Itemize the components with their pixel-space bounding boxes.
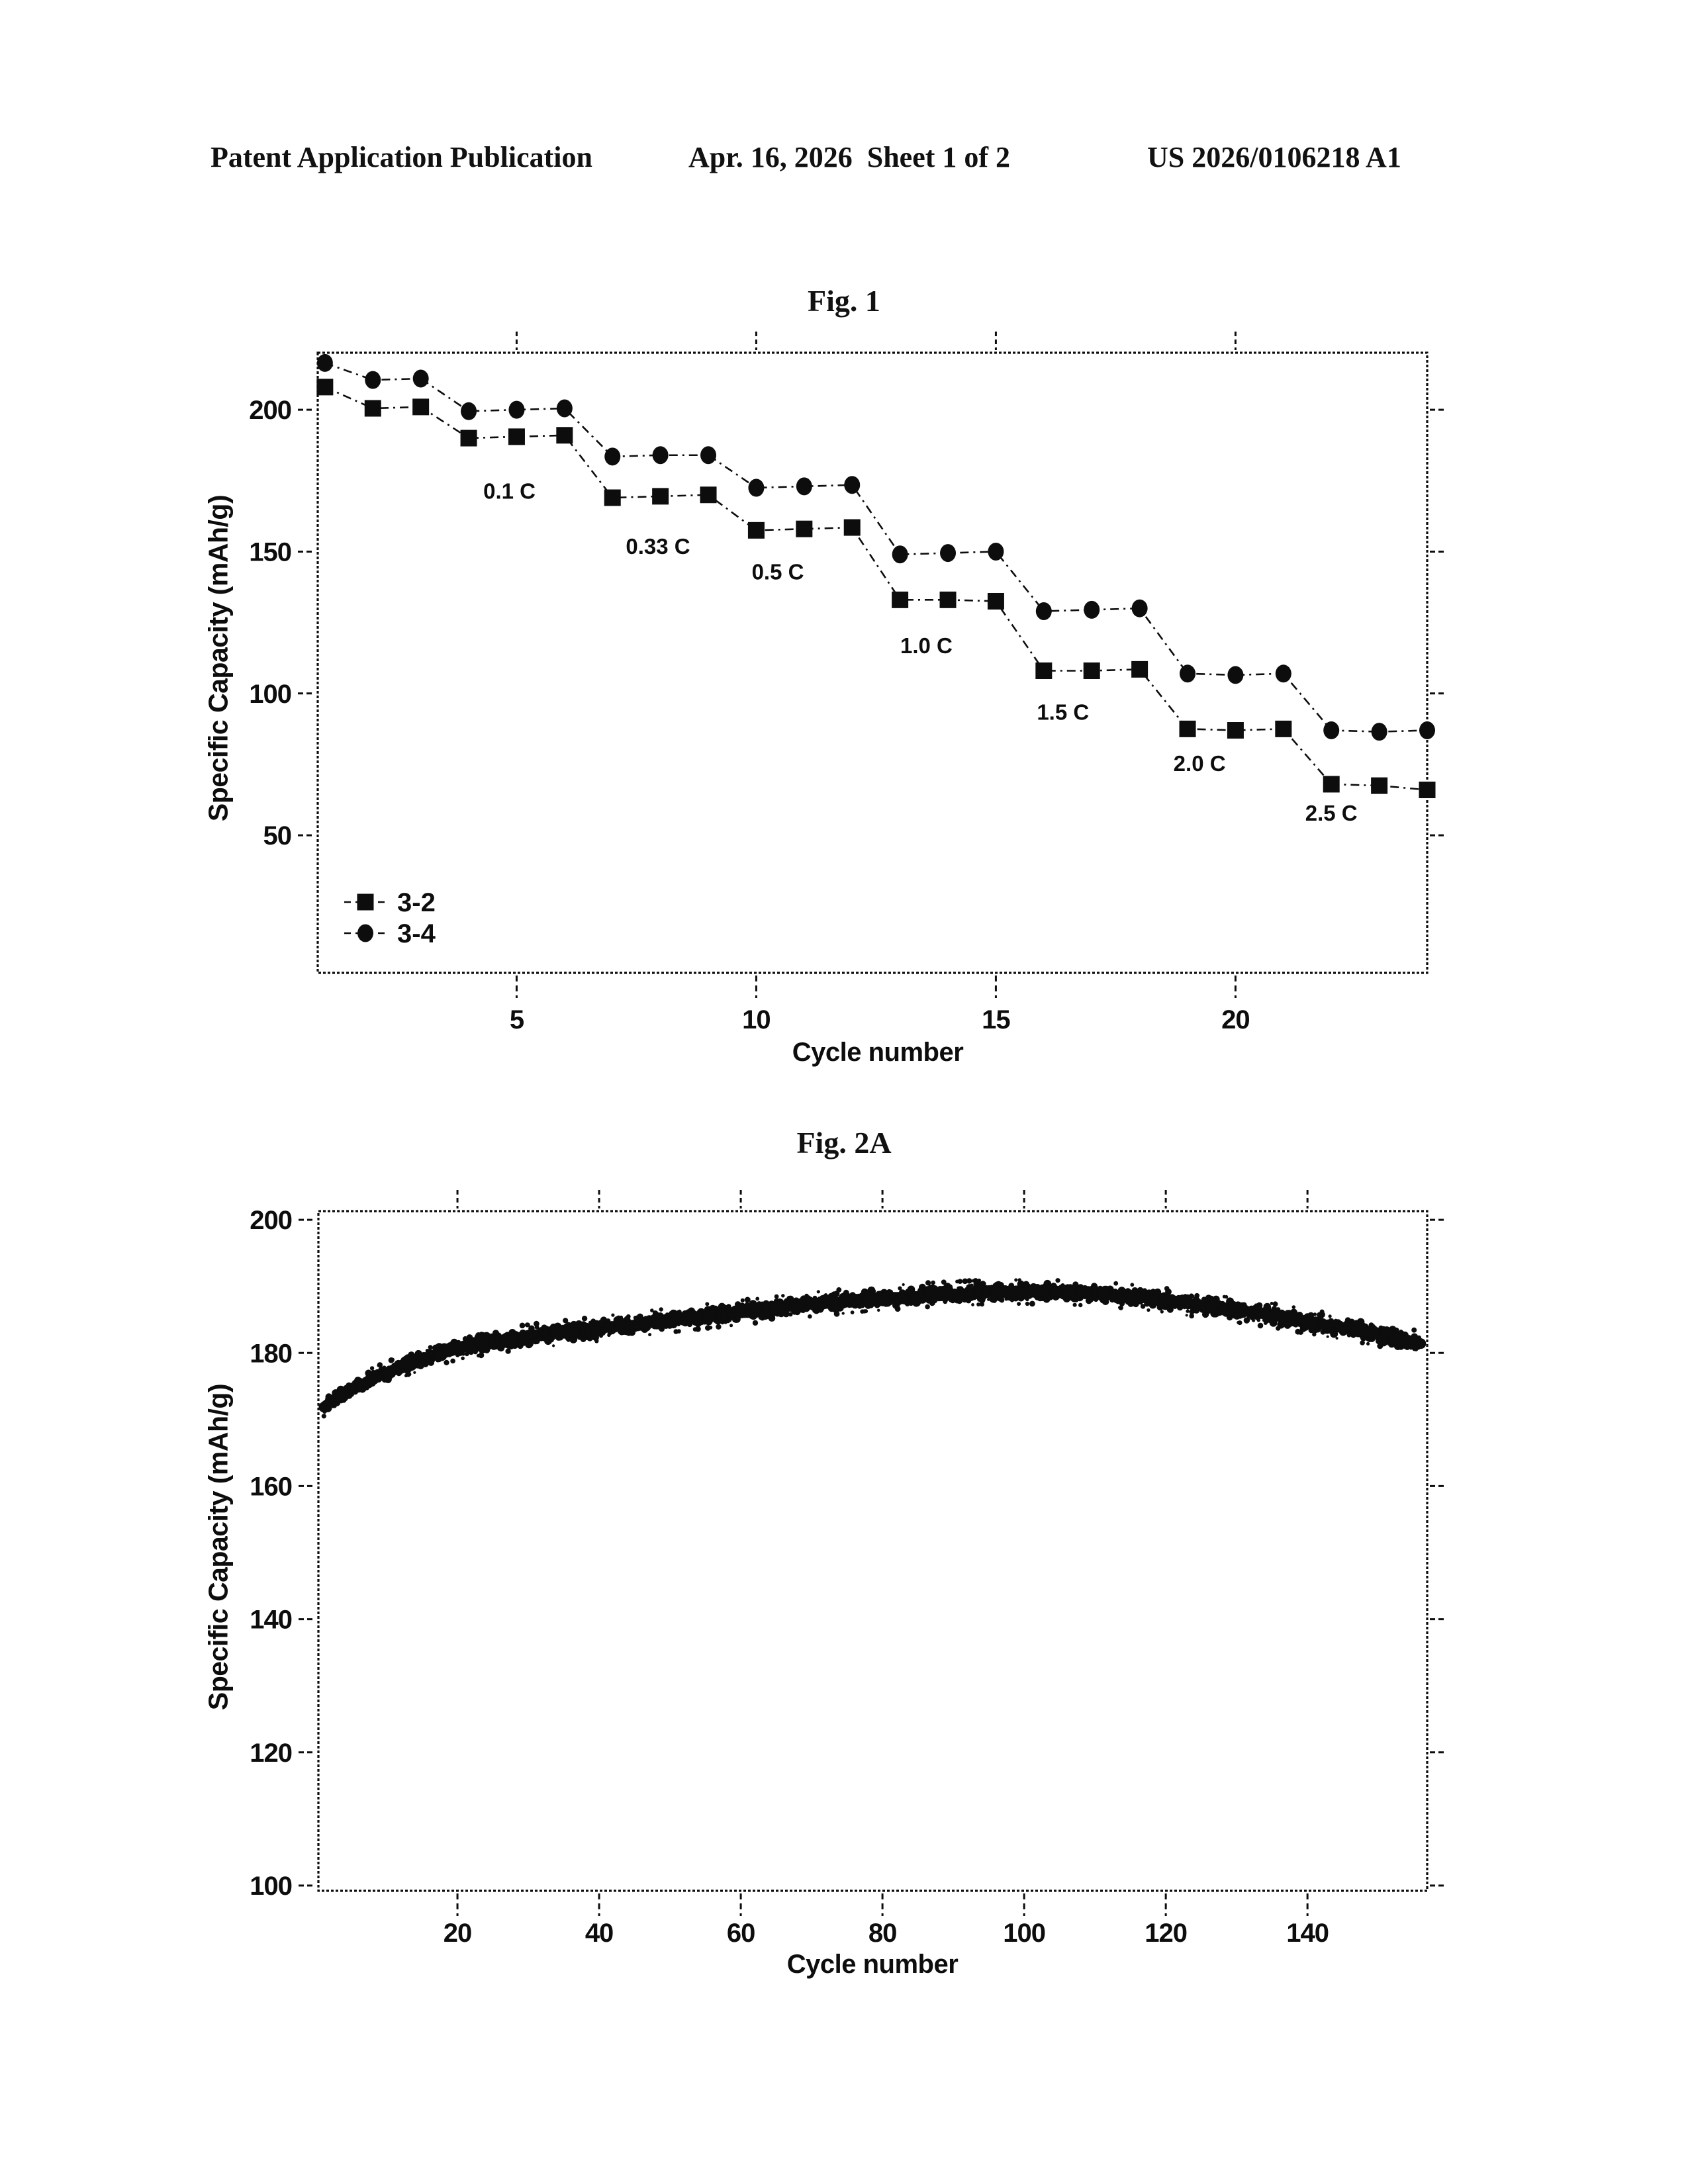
- svg-text:100: 100: [1003, 1919, 1045, 1948]
- svg-text:120: 120: [1145, 1919, 1187, 1948]
- data-point-marker: [412, 398, 430, 416]
- data-point-marker: [1323, 721, 1340, 740]
- svg-text:80: 80: [868, 1919, 897, 1948]
- svg-text:40: 40: [585, 1919, 614, 1948]
- data-point-marker: [357, 893, 374, 911]
- data-point-marker: [748, 478, 765, 497]
- svg-text:5: 5: [510, 1005, 524, 1034]
- data-point-marker: [1035, 662, 1053, 680]
- data-point-marker: [843, 519, 861, 536]
- axes: 5 10 15 20 50 100 150 200: [249, 332, 1447, 1034]
- data-point-marker: [365, 371, 381, 389]
- data-point-marker: [652, 488, 669, 505]
- rate-annotation: 1.0 C: [900, 633, 953, 658]
- data-point-marker: [316, 353, 333, 372]
- data-point-marker: [796, 520, 813, 537]
- data-point-marker: [357, 924, 373, 942]
- data-point-marker: [796, 477, 812, 496]
- svg-text:15: 15: [982, 1005, 1010, 1034]
- data-point-marker: [1323, 776, 1340, 793]
- svg-text:140: 140: [250, 1606, 292, 1635]
- fig1-plot: 5 10 15 20 50 100 150 200 0.1 C 0.33 C 0.5 C 1.0 C 1…: [249, 332, 1447, 1034]
- svg-text:100: 100: [249, 680, 291, 709]
- data-point-marker: [892, 545, 908, 564]
- svg-text:200: 200: [249, 396, 291, 425]
- data-point-marker: [461, 402, 477, 420]
- data-point-marker: [1131, 599, 1148, 617]
- data-point-marker: [1035, 602, 1052, 620]
- data-point-marker: [844, 476, 861, 494]
- svg-text:50: 50: [263, 821, 292, 850]
- fig2a-plot: 20 40 60 80 100 120 140 100 120 140 160 180 200: [250, 1190, 1447, 1948]
- data-point-marker: [1131, 660, 1149, 678]
- rate-annotation: 0.5 C: [752, 559, 804, 584]
- header-publication-title: Patent Application Publication: [211, 141, 592, 173]
- data-point-marker: [1419, 782, 1436, 799]
- header-date-sheet: Apr. 16, 2026 Sheet 1 of 2: [688, 141, 1011, 173]
- data-point-marker: [747, 522, 765, 539]
- data-point-marker: [604, 489, 621, 506]
- data-point-marker: [1083, 662, 1100, 680]
- series-3-2: [316, 379, 1436, 799]
- svg-text:200: 200: [250, 1206, 292, 1235]
- data-point-marker: [316, 379, 334, 396]
- data-point-marker: [1371, 723, 1387, 741]
- data-point-marker: [940, 544, 957, 563]
- axes: 20 40 60 80 100 120 140 100 120 140 160 180 200: [250, 1190, 1447, 1948]
- svg-text:150: 150: [249, 537, 291, 567]
- rate-annotation: 0.1 C: [483, 478, 536, 503]
- fig2a-title: Fig. 2A: [796, 1126, 892, 1160]
- svg-text:100: 100: [250, 1872, 292, 1901]
- rate-annotations: 0.1 C 0.33 C 0.5 C 1.0 C 1.5 C 2.0 C 2.5 C: [483, 478, 1357, 825]
- header-patent-number: US 2026/0106218 A1: [1147, 141, 1401, 173]
- data-point-marker: [1371, 777, 1388, 794]
- data-point-marker: [508, 400, 525, 419]
- svg-text:180: 180: [250, 1339, 292, 1368]
- fig1-x-axis-label: Cycle number: [792, 1038, 964, 1067]
- rate-annotation: 2.0 C: [1174, 751, 1226, 776]
- data-point-marker: [412, 369, 429, 388]
- data-point-marker: [700, 486, 717, 504]
- svg-text:20: 20: [1221, 1005, 1250, 1034]
- data-point-marker: [1275, 720, 1292, 737]
- data-point-marker: [508, 428, 525, 445]
- svg-text:10: 10: [742, 1005, 771, 1034]
- legend-label: 3-4: [397, 919, 436, 948]
- data-point-marker: [988, 542, 1004, 561]
- svg-text:120: 120: [250, 1739, 292, 1768]
- data-point-marker: [987, 592, 1004, 610]
- rate-annotation: 0.33 C: [626, 534, 690, 559]
- svg-text:160: 160: [250, 1472, 292, 1501]
- data-point-marker: [460, 430, 477, 447]
- series-3-4: [316, 353, 1435, 741]
- fig2a-x-axis-label: Cycle number: [786, 1950, 959, 1979]
- data-point-marker: [364, 400, 381, 417]
- data-point-marker: [700, 446, 717, 465]
- data-point-marker: [604, 447, 621, 466]
- fig1-title: Fig. 1: [808, 284, 880, 318]
- rate-annotation: 1.5 C: [1037, 700, 1089, 725]
- data-point-marker: [939, 591, 957, 608]
- data-point-marker: [1179, 720, 1196, 737]
- svg-text:20: 20: [444, 1919, 472, 1948]
- data-point-marker: [1419, 721, 1435, 740]
- legend-label: 3-2: [397, 888, 436, 917]
- capacity-band: [318, 1278, 1427, 1419]
- svg-text:140: 140: [1286, 1919, 1329, 1948]
- rate-annotation: 2.5 C: [1305, 801, 1358, 825]
- data-point-marker: [1227, 666, 1244, 684]
- data-point-marker: [556, 399, 573, 418]
- data-point-marker: [1084, 600, 1100, 619]
- data-point-marker: [1275, 664, 1291, 683]
- data-point-marker: [652, 446, 669, 465]
- svg-text:60: 60: [727, 1919, 755, 1948]
- data-point-marker: [892, 591, 909, 608]
- data-point-marker: [1180, 664, 1196, 683]
- legend: 3-23-4: [344, 888, 436, 948]
- data-point-marker: [556, 427, 573, 444]
- data-point-marker: [1227, 722, 1244, 739]
